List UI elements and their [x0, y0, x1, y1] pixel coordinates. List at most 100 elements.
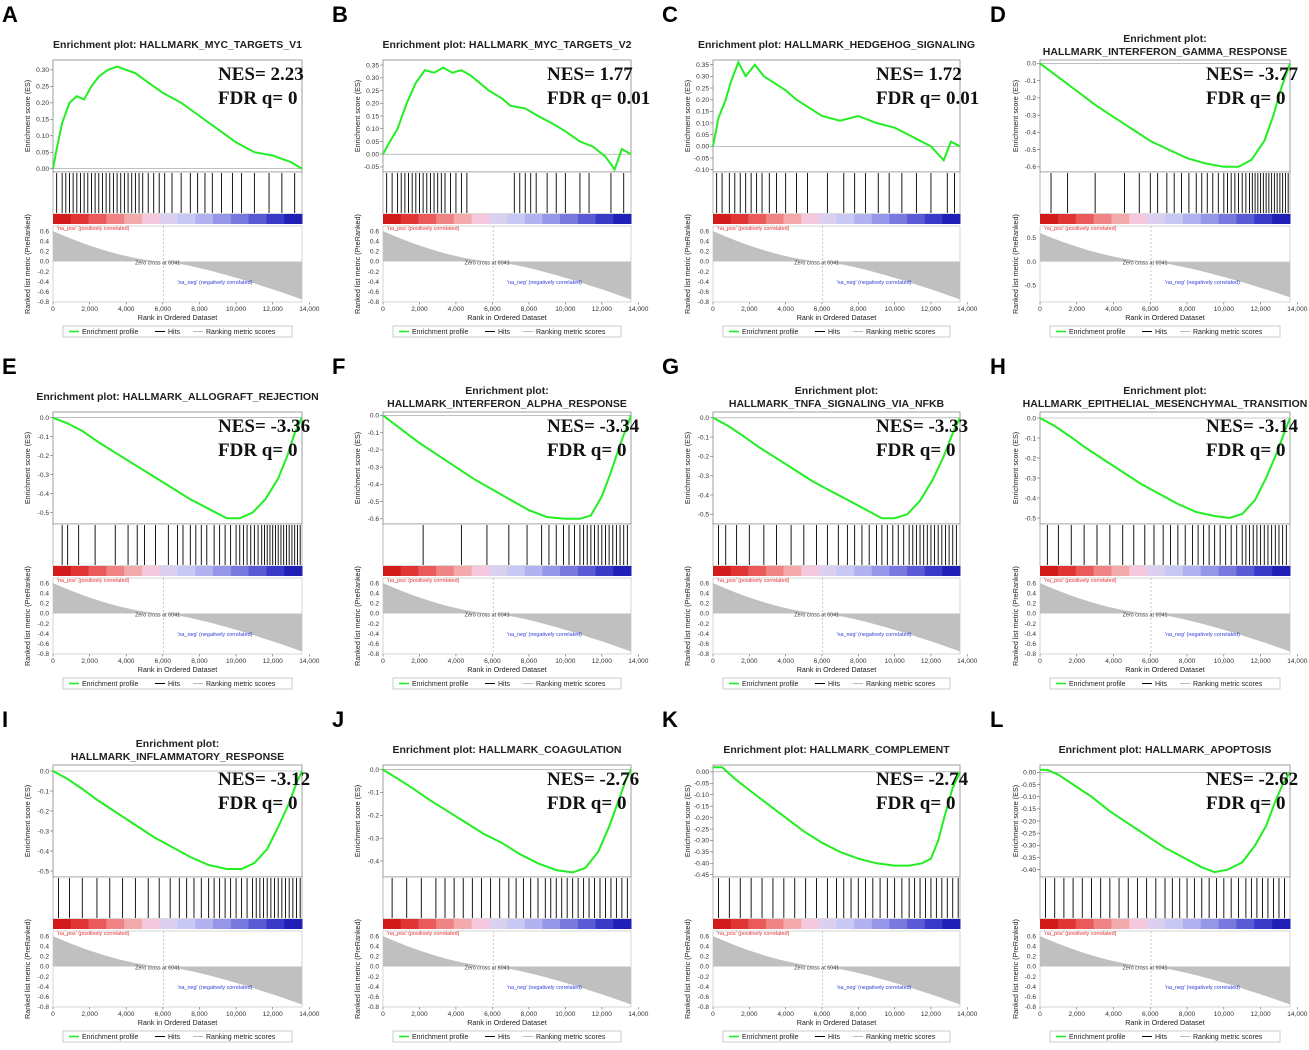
es-axis-label: Enrichment score (ES) [23, 80, 32, 152]
metric-tick-label: -0.4 [698, 984, 710, 991]
x-tick-label: 8,000 [521, 306, 538, 313]
rank-color-segment [783, 919, 802, 929]
metric-tick-label: -0.8 [368, 299, 380, 306]
metric-tick-label: -0.5 [1025, 283, 1037, 290]
rank-color-segment [854, 214, 873, 224]
metric-tick-label: -0.4 [368, 279, 380, 286]
rank-color-segment [801, 919, 820, 929]
es-tick-label: -0.45 [694, 872, 709, 879]
es-tick-label: 0.00 [696, 769, 709, 776]
legend-box [62, 325, 293, 338]
rank-color-segment [783, 566, 802, 576]
es-tick-label: 0.0 [370, 413, 379, 420]
rank-color-segment [854, 919, 873, 929]
hits-frame [382, 876, 632, 920]
es-axis-label: Enrichment score (ES) [353, 80, 362, 152]
panel-label: F [332, 354, 345, 379]
rank-color-segment [1200, 214, 1220, 224]
negative-label: 'na_neg' (negatively correlated) [178, 985, 253, 991]
x-tick-label: 12,000 [921, 658, 942, 665]
zero-cross-label: Zero cross at 6041 [465, 260, 510, 266]
metric-tick-label: 0.6 [370, 580, 379, 587]
es-tick-label: -0.2 [1025, 455, 1037, 462]
rank-color-segment [230, 214, 250, 224]
x-tick-label: 8,000 [1179, 306, 1196, 313]
legend-metric-label: Ranking metric scores [206, 329, 276, 336]
rank-color-segment [524, 919, 543, 929]
nes-value: NES= 2.23 [218, 64, 304, 85]
legend-box [392, 325, 622, 338]
metric-tick-label: -0.6 [368, 641, 380, 648]
rank-color-segment [560, 566, 579, 576]
rank-color-segment [284, 566, 303, 576]
metric-tick-label: 0.2 [1027, 954, 1036, 961]
es-axis-label: Enrichment score (ES) [683, 432, 692, 504]
legend-hits-label: Hits [828, 1034, 841, 1041]
rank-color-segment [159, 566, 178, 576]
metric-tick-label: -0.8 [698, 651, 710, 658]
rank-color-segment [560, 214, 579, 224]
es-tick-label: -0.40 [1021, 867, 1036, 874]
es-tick-label: -0.10 [694, 167, 709, 174]
rank-color-segment [53, 214, 72, 224]
metric-tick-label: -0.8 [368, 651, 380, 658]
metric-tick-label: 0.4 [370, 238, 379, 245]
metric-tick-label: 0.0 [700, 259, 709, 266]
es-tick-label: -0.10 [694, 792, 709, 799]
rank-color-segment [284, 214, 303, 224]
zero-cross-label: Zero cross at 6041 [135, 260, 180, 266]
x-axis-label: Rank in Ordered Dataset [1125, 313, 1205, 322]
x-axis-label: Rank in Ordered Dataset [467, 665, 547, 674]
rank-color-segment [748, 919, 767, 929]
x-tick-label: 8,000 [1179, 658, 1196, 665]
es-tick-label: 0.25 [366, 88, 379, 95]
rank-color-segment [1057, 214, 1077, 224]
es-tick-label: 0.10 [36, 133, 49, 140]
x-tick-label: 6,000 [814, 306, 831, 313]
zero-cross-label: Zero cross at 6041 [135, 965, 180, 971]
legend-hits-label: Hits [1155, 681, 1168, 688]
es-tick-label: -0.05 [694, 781, 709, 788]
es-tick-label: -0.25 [694, 826, 709, 833]
es-tick-label: -0.2 [368, 813, 380, 820]
fdr-value: FDR q= 0.01 [876, 88, 979, 109]
legend-metric-label: Ranking metric scores [206, 1034, 276, 1041]
legend-box [722, 1030, 951, 1043]
ranking-metric-area [713, 231, 960, 300]
metric-tick-label: -0.4 [368, 631, 380, 638]
es-tick-label: 0.0 [700, 415, 709, 422]
x-tick-label: 6,000 [1142, 658, 1159, 665]
x-tick-label: 10,000 [885, 658, 906, 665]
panel-F: F Enrichment plot:HALLMARK_INTERFERON_ALP… [332, 354, 649, 690]
metric-tick-label: 0.6 [370, 228, 379, 235]
metric-tick-label: 0.0 [40, 611, 49, 618]
rank-color-segment [471, 566, 490, 576]
rank-color-segment [748, 214, 767, 224]
ranking-metric-area [1040, 583, 1290, 652]
es-tick-label: -0.3 [368, 464, 380, 471]
rank-color-segment [1075, 566, 1095, 576]
negative-label: 'na_neg' (negatively correlated) [1165, 985, 1240, 991]
negative-label: 'na_neg' (negatively correlated) [178, 280, 253, 286]
rank-color-segment [1165, 214, 1184, 224]
metric-tick-label: -0.4 [1025, 631, 1037, 638]
fdr-value: FDR q= 0 [547, 440, 626, 461]
rank-color-segment [88, 566, 107, 576]
legend-enrichment-label: Enrichment profile [1069, 681, 1126, 688]
x-tick-label: 14,000 [1287, 658, 1308, 665]
rank-color-segment [1182, 566, 1202, 576]
metric-tick-label: -0.2 [38, 621, 50, 628]
x-tick-label: 6,000 [1142, 1011, 1159, 1018]
nes-value: NES= -2.62 [1206, 769, 1298, 790]
rank-color-segment [400, 919, 419, 929]
rank-color-segment [1236, 566, 1255, 576]
rank-color-segment [1129, 566, 1148, 576]
x-tick-label: 10,000 [885, 1011, 906, 1018]
es-tick-label: -0.5 [1025, 147, 1037, 154]
x-tick-label: 10,000 [1214, 658, 1235, 665]
es-tick-label: -0.4 [38, 848, 50, 855]
metric-tick-label: 0.0 [40, 259, 49, 266]
rank-color-segment [595, 566, 614, 576]
rank-color-segment [453, 919, 473, 929]
legend-hits-label: Hits [828, 681, 841, 688]
